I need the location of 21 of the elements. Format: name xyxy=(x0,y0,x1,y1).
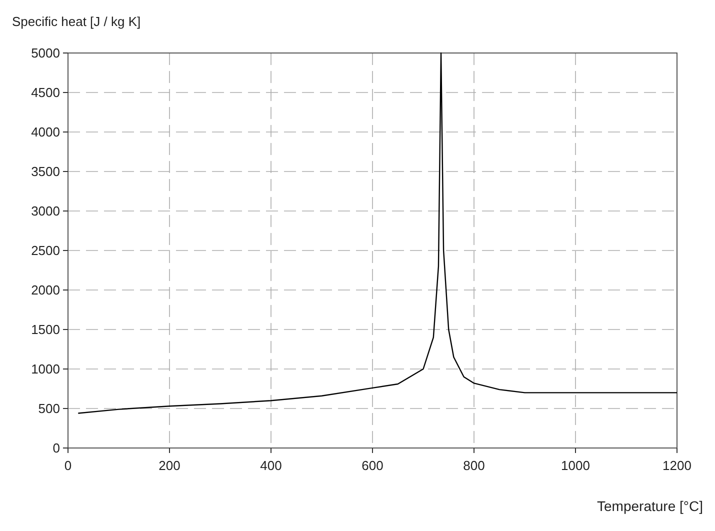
x-tick-label: 200 xyxy=(158,458,180,473)
x-tick-label: 600 xyxy=(362,458,384,473)
y-tick-label: 4000 xyxy=(31,124,60,140)
x-tick-label: 400 xyxy=(260,458,282,473)
x-tick-label: 800 xyxy=(463,458,485,473)
y-tick-label: 5000 xyxy=(31,46,60,61)
x-tick-label: 1000 xyxy=(561,458,590,473)
y-tick-label: 0 xyxy=(52,440,60,456)
y-tick-label: 4500 xyxy=(31,85,60,100)
y-tick-label: 2000 xyxy=(31,282,60,298)
line-series xyxy=(78,52,678,414)
y-tick-label: 2500 xyxy=(31,243,60,258)
y-tick-label: 3500 xyxy=(31,164,60,180)
x-axis-title: Temperature [°C] xyxy=(597,498,703,514)
y-axis-title: Specific heat [J / kg K] xyxy=(12,14,141,29)
y-tick-label: 500 xyxy=(38,401,60,416)
y-tick-label: 1000 xyxy=(31,362,60,377)
y-tick-label: 3000 xyxy=(31,204,60,219)
y-tick-label: 1500 xyxy=(31,322,60,338)
x-tick-label: 1200 xyxy=(662,458,692,473)
x-tick-label: 0 xyxy=(64,458,72,473)
